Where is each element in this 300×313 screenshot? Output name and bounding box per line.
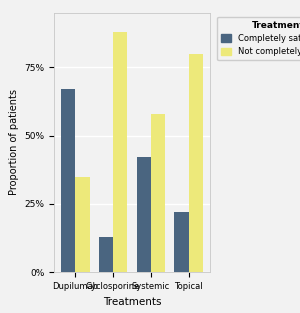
Bar	[189, 54, 203, 272]
Bar	[174, 212, 189, 272]
Bar	[99, 237, 113, 272]
Bar	[61, 89, 75, 272]
X-axis label: Treatments: Treatments	[103, 297, 161, 307]
Bar	[151, 114, 165, 272]
Y-axis label: Proportion of patients: Proportion of patients	[9, 90, 19, 195]
Bar	[136, 157, 151, 272]
Bar	[75, 177, 90, 272]
Legend: Completely satisfied, Not completely satisfied: Completely satisfied, Not completely sat…	[217, 17, 300, 60]
Bar	[113, 32, 127, 272]
